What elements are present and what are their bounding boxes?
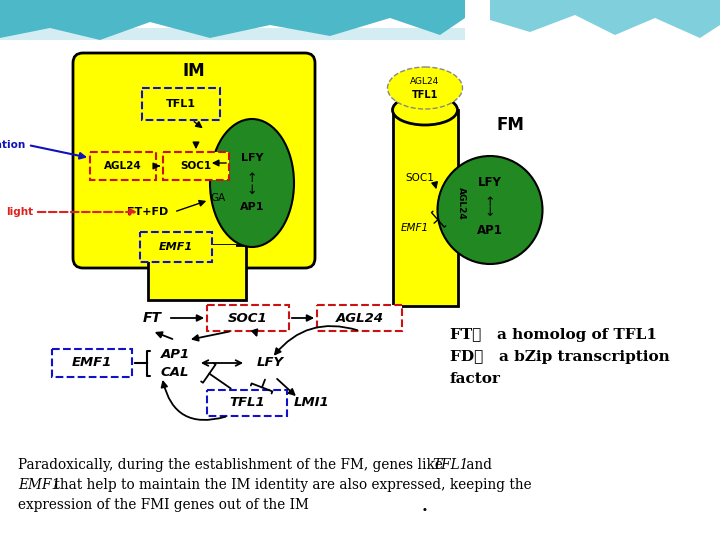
Text: EMF1: EMF1 — [18, 478, 60, 492]
Text: TFL1: TFL1 — [412, 90, 438, 100]
Bar — [158, 245, 236, 257]
Text: AGL24: AGL24 — [456, 187, 466, 219]
Polygon shape — [490, 0, 720, 38]
Text: FT: FT — [143, 311, 161, 325]
Text: AP1: AP1 — [161, 348, 189, 361]
Text: SOC1: SOC1 — [228, 312, 268, 325]
FancyBboxPatch shape — [90, 152, 156, 180]
Text: LMI1: LMI1 — [294, 396, 330, 409]
Text: EMF1: EMF1 — [401, 223, 429, 233]
FancyBboxPatch shape — [207, 390, 287, 416]
Text: SOC1: SOC1 — [405, 173, 434, 183]
Text: TFL1: TFL1 — [166, 99, 196, 109]
Text: that help to maintain the IM identity are also expressed, keeping the: that help to maintain the IM identity ar… — [50, 478, 531, 492]
Text: TFL1: TFL1 — [432, 458, 468, 472]
Ellipse shape — [387, 67, 462, 109]
Text: EMF1: EMF1 — [159, 242, 193, 252]
Text: LFY: LFY — [240, 153, 264, 163]
Text: FT+FD: FT+FD — [127, 207, 168, 217]
Text: expression of the FMI genes out of the IM: expression of the FMI genes out of the I… — [18, 498, 309, 512]
Text: GA: GA — [210, 193, 225, 203]
Text: CAL: CAL — [161, 366, 189, 379]
FancyBboxPatch shape — [163, 152, 229, 180]
Text: IM: IM — [183, 62, 205, 80]
Text: ↑: ↑ — [485, 195, 495, 208]
Text: factor: factor — [450, 372, 501, 386]
FancyBboxPatch shape — [317, 305, 402, 332]
Text: ↓: ↓ — [485, 206, 495, 219]
Text: LFY: LFY — [478, 177, 502, 190]
Bar — [148, 245, 246, 300]
Text: FD：   a bZip transcription: FD： a bZip transcription — [450, 350, 670, 364]
Text: AGL24: AGL24 — [336, 312, 384, 325]
Text: Paradoxically, during the establishment of the FM, genes like: Paradoxically, during the establishment … — [18, 458, 447, 472]
Text: AP1: AP1 — [477, 225, 503, 238]
FancyBboxPatch shape — [73, 53, 315, 268]
Text: TFL1: TFL1 — [229, 396, 265, 409]
Text: AGL24: AGL24 — [104, 161, 142, 171]
Text: light: light — [6, 207, 33, 217]
Text: and: and — [462, 458, 492, 472]
Text: ↓: ↓ — [247, 184, 257, 197]
Text: EMF1: EMF1 — [72, 356, 112, 369]
Text: FT：   a homolog of TFL1: FT： a homolog of TFL1 — [450, 328, 657, 342]
FancyBboxPatch shape — [142, 87, 220, 120]
Ellipse shape — [392, 95, 457, 125]
Text: FM: FM — [496, 116, 524, 134]
FancyBboxPatch shape — [52, 349, 132, 377]
Text: vernalization: vernalization — [0, 140, 26, 150]
Text: .: . — [422, 498, 428, 515]
Text: AP1: AP1 — [240, 202, 264, 212]
Polygon shape — [0, 0, 465, 40]
Text: ↑: ↑ — [247, 172, 257, 185]
Ellipse shape — [438, 156, 542, 264]
Text: SOC1: SOC1 — [181, 161, 212, 171]
Text: AGL24: AGL24 — [410, 77, 440, 85]
Text: LFY: LFY — [256, 356, 284, 369]
Bar — [393, 110, 458, 306]
Bar — [0, 28, 465, 40]
FancyBboxPatch shape — [207, 305, 289, 332]
FancyBboxPatch shape — [140, 232, 212, 262]
Ellipse shape — [210, 119, 294, 247]
